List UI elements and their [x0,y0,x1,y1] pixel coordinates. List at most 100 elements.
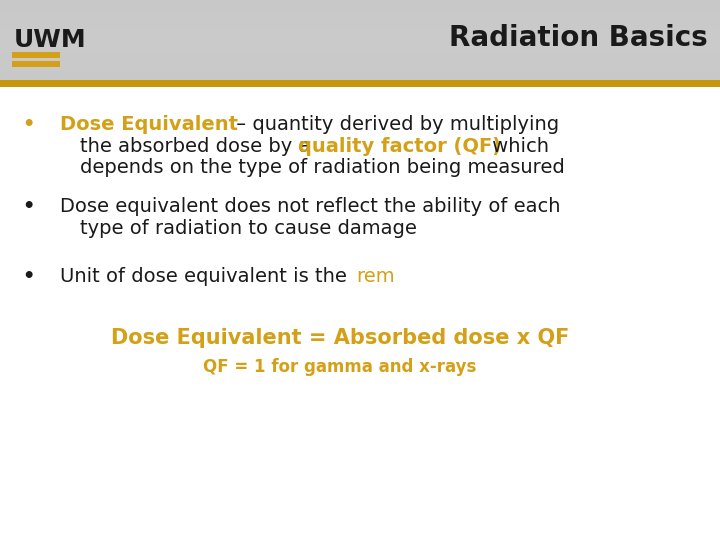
Bar [0,36,720,37]
Bar [0,61,720,62]
Bar [0,63,720,64]
Text: the absorbed dose by a: the absorbed dose by a [80,137,317,156]
Bar [0,3,720,4]
Bar [0,22,720,23]
Bar [0,15,720,16]
Bar [0,10,720,11]
Bar [0,48,720,49]
Bar [0,2,720,3]
Text: Radiation Basics: Radiation Basics [449,24,708,52]
Bar [0,60,720,61]
Bar [0,59,720,60]
Bar [0,70,720,71]
Bar [0,56,720,57]
Bar [12,61,60,67]
Bar [0,54,720,55]
Bar [0,14,720,15]
Bar [0,79,720,80]
Bar [0,75,720,76]
Bar [0,52,720,53]
Bar [0,50,720,51]
Bar [0,38,720,39]
Bar [0,62,720,63]
Bar [0,16,720,17]
Bar [0,76,720,77]
Bar [0,6,720,7]
Bar [0,5,720,6]
Bar [0,8,720,9]
Bar [0,40,720,41]
Bar [0,64,720,65]
Text: Dose equivalent does not reflect the ability of each: Dose equivalent does not reflect the abi… [60,198,560,217]
Bar [0,71,720,72]
Text: depends on the type of radiation being measured: depends on the type of radiation being m… [80,158,564,178]
Text: Dose Equivalent: Dose Equivalent [60,115,238,134]
Bar [0,28,720,29]
Bar [0,66,720,67]
Text: •: • [22,267,35,286]
Bar [0,13,720,14]
Bar [0,72,720,73]
Bar [0,26,720,27]
Bar [0,68,720,69]
Bar [0,74,720,75]
Bar [0,32,720,33]
Bar [0,11,720,12]
Text: rem: rem [356,267,395,286]
Bar [0,19,720,20]
Bar [0,9,720,10]
Bar [0,57,720,58]
Bar [0,46,720,47]
Bar [0,65,720,66]
Bar [0,23,720,24]
Bar [0,43,720,44]
Bar [0,25,720,26]
Text: Dose Equivalent = Absorbed dose x QF: Dose Equivalent = Absorbed dose x QF [111,328,570,348]
Bar [0,33,720,34]
Text: QF = 1 for gamma and x-rays: QF = 1 for gamma and x-rays [203,358,477,376]
Bar [0,12,720,13]
Bar [0,24,720,25]
Bar [0,30,720,31]
Bar [0,29,720,30]
Bar [0,4,720,5]
Bar [0,42,720,43]
Bar [0,44,720,45]
Bar [0,47,720,48]
Bar [0,58,720,59]
Bar [0,39,720,40]
Bar [0,49,720,50]
Bar [0,17,720,18]
Bar [0,0,720,80]
Bar [0,21,720,22]
Bar [0,20,720,21]
Bar [0,0,720,1]
Bar [0,77,720,78]
Text: type of radiation to cause damage: type of radiation to cause damage [80,219,417,238]
Bar [0,27,720,28]
Text: •: • [22,115,35,134]
Bar [0,18,720,19]
Bar [0,78,720,79]
Bar [12,52,60,58]
Text: Unit of dose equivalent is the: Unit of dose equivalent is the [60,267,353,286]
Bar [0,53,720,54]
Bar [0,41,720,42]
Bar [0,51,720,52]
Bar [0,67,720,68]
Text: which: which [486,137,549,156]
Text: – quantity derived by multiplying: – quantity derived by multiplying [230,115,559,134]
Bar [0,45,720,46]
Text: quality factor (QF): quality factor (QF) [298,137,501,156]
Bar [0,31,720,32]
Text: •: • [22,198,35,217]
Bar [0,73,720,74]
Bar [0,80,720,87]
Text: UWM: UWM [14,28,86,52]
Bar [0,55,720,56]
Bar [0,35,720,36]
Bar [0,37,720,38]
Bar [0,7,720,8]
Bar [0,34,720,35]
Bar [0,1,720,2]
